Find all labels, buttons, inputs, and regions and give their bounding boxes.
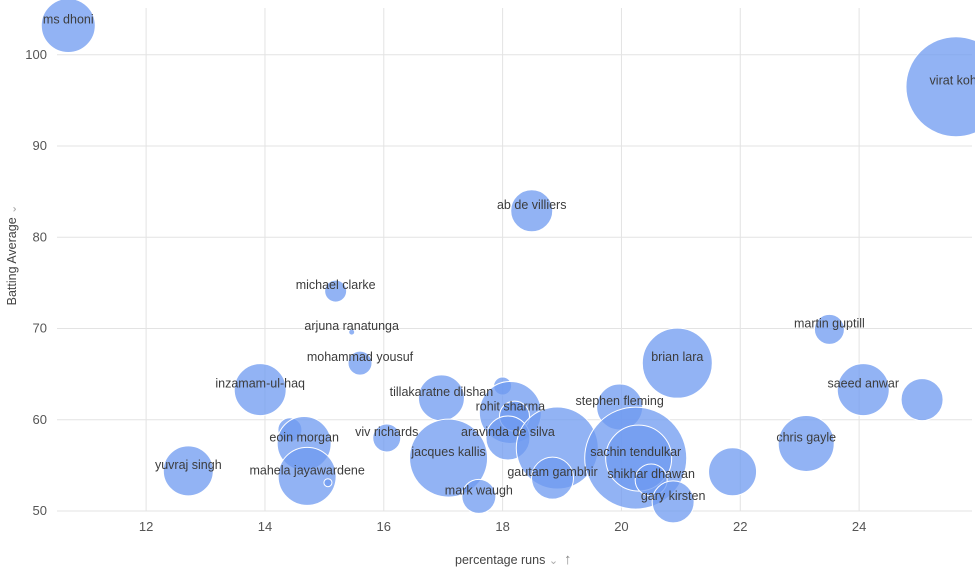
y-tick-label: 80 [33,229,47,244]
bubble[interactable] [641,327,713,399]
bubble-label: chris gayle [776,430,836,444]
bubble[interactable] [461,478,497,514]
bubble-label: martin guptill [794,316,865,330]
y-tick-label: 50 [33,503,47,518]
bubble[interactable] [510,189,554,233]
bubble[interactable] [40,0,96,54]
bubble-label: stephen fleming [576,394,664,408]
bubble[interactable] [900,378,944,422]
y-tick-label: 90 [33,138,47,153]
bubble-label: aravinda de silva [461,425,555,439]
y-tick-label: 100 [25,47,47,62]
bubble[interactable] [531,456,575,500]
bubble-label: sachin tendulkar [590,445,681,459]
bubble-label: eoin morgan [269,430,339,444]
bubble-label: brian lara [651,350,703,364]
bubble-label: mahela jayawardene [249,463,364,477]
x-tick-label: 14 [258,519,272,534]
chevron-down-icon[interactable]: ⌄ [548,555,559,567]
bubble[interactable] [905,36,975,138]
bubble-label: jacques kallis [410,445,485,459]
bubble[interactable] [162,445,214,497]
bubble-label: shikhar dhawan [607,467,695,481]
x-axis-label: percentage runs [455,553,546,567]
bubble-label: mark waugh [445,483,513,497]
bubble[interactable] [324,279,348,303]
bubble-label: tillakaratne dilshan [390,385,494,399]
bubble[interactable] [651,480,695,524]
x-tick-label: 20 [614,519,628,534]
bubble-label: rohit sharma [476,399,546,413]
x-tick-label: 16 [377,519,391,534]
x-tick-label: 24 [852,519,866,534]
bubble[interactable] [233,363,287,417]
bubble[interactable] [836,363,890,417]
y-tick-label: 60 [33,412,47,427]
bubble-label: gautam gambhir [507,465,597,479]
y-tick-label: 70 [33,321,47,336]
bubble-label: viv richards [355,425,418,439]
sort-ascending-arrow-icon[interactable]: ↑ [564,551,572,568]
bubble[interactable] [708,447,758,497]
bubble-label: michael clarke [296,278,376,292]
bubble[interactable] [348,328,356,336]
y-axis-label: Batting Average [5,217,19,306]
x-tick-label: 18 [495,519,509,534]
bubble-label: gary kirsten [641,489,706,503]
x-tick-label: 22 [733,519,747,534]
bubble-label: mohammad yousuf [307,350,414,364]
x-tick-label: 12 [139,519,153,534]
bubble[interactable] [347,350,373,376]
x-axis-title[interactable]: percentage runs ⌄ ↑ [455,551,572,568]
bubble-label: inzamam-ul-haq [215,377,305,391]
bubble[interactable] [277,446,337,506]
bubble-label: yuvraj singh [155,458,222,472]
bubble[interactable] [372,423,402,453]
bubble[interactable] [777,414,835,472]
bubble[interactable] [813,313,845,345]
bubble-label: arjuna ranatunga [304,319,399,333]
bubble-label: saeed anwar [827,377,899,391]
chevron-down-icon[interactable]: ⌄ [7,204,19,214]
bubble-label: virat kohli [930,74,975,88]
bubble[interactable] [409,418,489,498]
bubble-label: ms dhoni [43,13,94,27]
y-axis-title[interactable]: Batting Average ⌄ [5,195,19,315]
bubble[interactable] [323,478,333,488]
bubble-label: ab de villiers [497,198,566,212]
